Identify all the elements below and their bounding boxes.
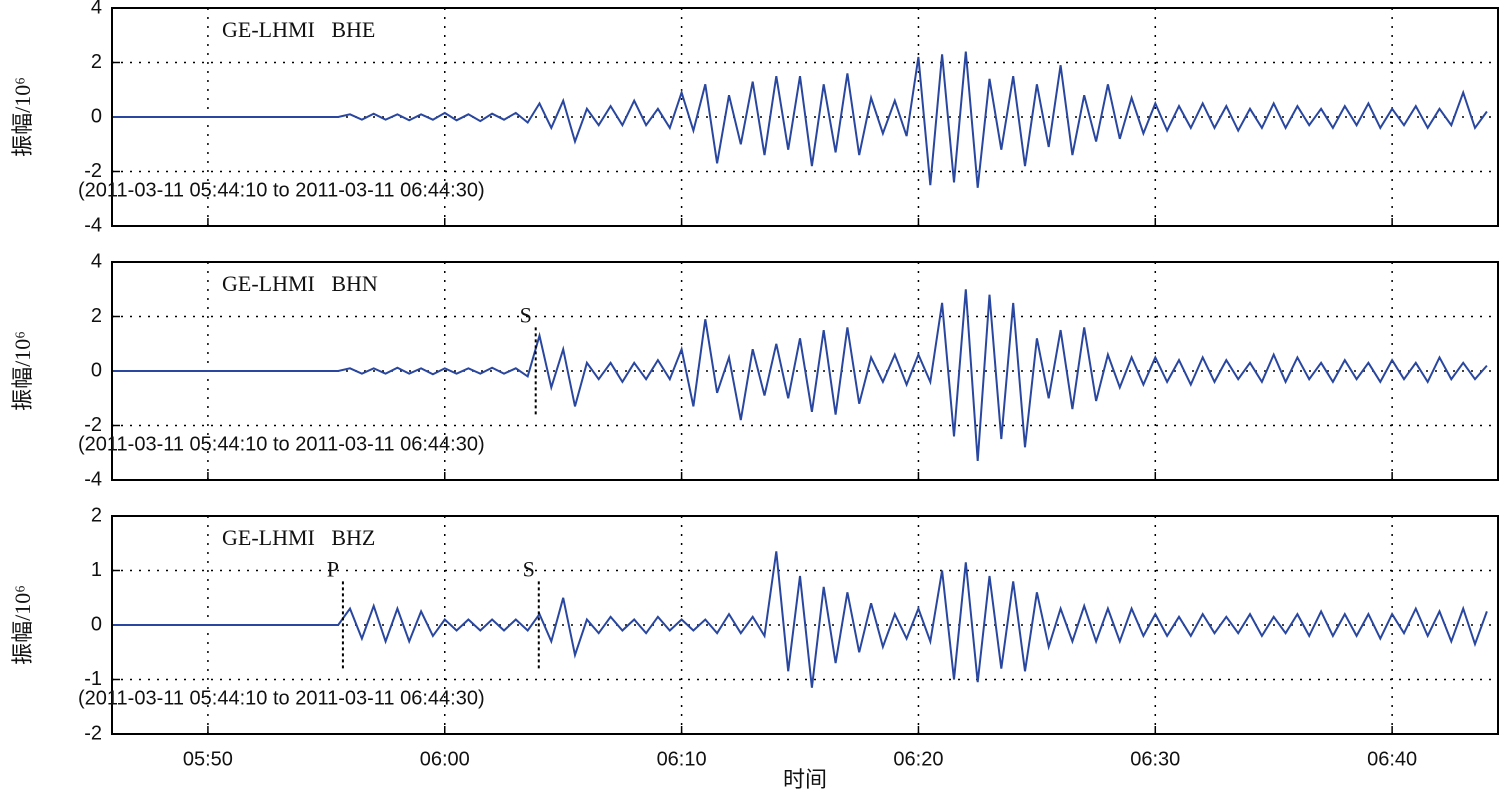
panel-title: GE-LHMI BHE: [222, 17, 375, 42]
y-tick-label: 1: [91, 559, 102, 581]
phase-label: S: [520, 302, 532, 327]
y-tick-label: -1: [84, 668, 102, 690]
plot-frame: [111, 7, 1499, 227]
x-tick-label: 06:20: [893, 748, 943, 770]
x-axis-label: 时间: [783, 767, 827, 792]
waveform: [112, 51, 1488, 188]
y-tick-label: 0: [91, 613, 102, 635]
phase-label: P: [327, 556, 339, 581]
y-tick-label: 2: [91, 305, 102, 327]
panel-title: GE-LHMI BHZ: [222, 525, 375, 550]
date-range: (2011-03-11 05:44:10 to 2011-03-11 06:44…: [78, 179, 485, 201]
y-tick-label: 2: [91, 51, 102, 73]
waveform: [112, 551, 1488, 688]
y-axis-label: 振幅/10⁶: [10, 331, 35, 411]
y-tick-label: -4: [84, 214, 102, 236]
y-tick-label: -2: [84, 160, 102, 182]
x-tick-label: 05:50: [183, 748, 233, 770]
phase-label: S: [523, 556, 535, 581]
date-range: (2011-03-11 05:44:10 to 2011-03-11 06:44…: [78, 687, 485, 709]
y-tick-label: -2: [84, 414, 102, 436]
x-tick-label: 06:10: [657, 748, 707, 770]
x-tick-label: 06:30: [1130, 748, 1180, 770]
plot-frame: [111, 261, 1499, 481]
waveform: [112, 289, 1488, 461]
y-tick-label: -2: [84, 722, 102, 744]
x-tick-label: 06:40: [1367, 748, 1417, 770]
x-tick-label: 06:00: [420, 748, 470, 770]
y-tick-label: 2: [91, 504, 102, 526]
y-tick-label: 0: [91, 105, 102, 127]
y-axis-label: 振幅/10⁶: [10, 585, 35, 665]
y-axis-label: 振幅/10⁶: [10, 77, 35, 157]
plot-frame: [111, 515, 1499, 735]
date-range: (2011-03-11 05:44:10 to 2011-03-11 06:44…: [78, 433, 485, 455]
y-tick-label: 0: [91, 359, 102, 381]
y-tick-label: 4: [91, 250, 102, 272]
y-tick-label: 4: [91, 0, 102, 18]
panel-title: GE-LHMI BHN: [222, 271, 378, 296]
y-tick-label: -4: [84, 468, 102, 490]
